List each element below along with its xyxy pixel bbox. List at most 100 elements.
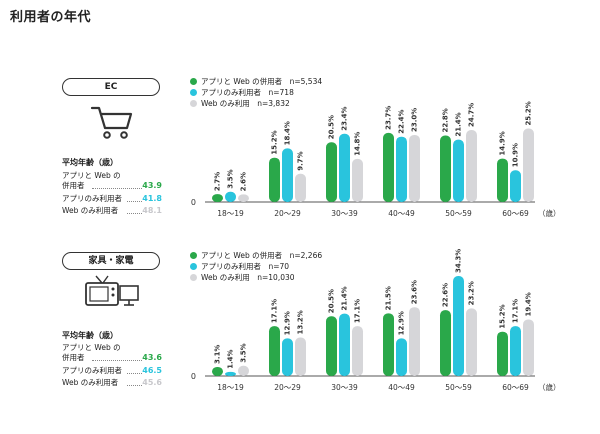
avg-age-label-2: 併用者	[62, 353, 85, 362]
category-label: 家具・家電	[62, 252, 160, 270]
bar	[212, 366, 223, 376]
bar	[497, 158, 508, 202]
legend-swatch	[190, 274, 197, 281]
data-label: 34.3%	[455, 249, 463, 273]
bar	[396, 136, 407, 202]
avg-age-value: 43.9	[142, 181, 162, 190]
bar	[409, 134, 420, 202]
television-icon	[85, 275, 139, 306]
data-label: 2.7%	[214, 172, 222, 191]
bar	[466, 308, 477, 376]
legend-label: アプリと Web の併用者 n=2,266	[201, 251, 323, 260]
avg-age-value: 46.5	[142, 366, 162, 375]
legend-swatch	[190, 263, 197, 270]
x-tick-label: 30〜39	[331, 209, 358, 218]
bar	[238, 365, 249, 376]
avg-age-value: 48.1	[142, 206, 162, 215]
data-label: 2.6%	[240, 172, 248, 191]
avg-age-row: アプリのみ利用者 41.8	[62, 194, 162, 204]
bar	[466, 130, 477, 202]
x-tick-label: 40〜49	[388, 209, 415, 218]
data-label: 21.4%	[341, 286, 349, 310]
data-label: 22.6%	[442, 283, 450, 307]
x-tick-label: 60〜69	[502, 209, 529, 218]
avg-age-label: アプリのみ利用者	[62, 366, 122, 375]
bar	[212, 194, 223, 202]
avg-age-label-2: 併用者	[62, 181, 85, 190]
y-zero-label: 0	[191, 198, 196, 207]
data-label: 12.9%	[398, 311, 406, 335]
legend-item: Web のみ利用 n=3,832	[190, 98, 322, 109]
data-label: 10.9%	[512, 143, 520, 167]
legend-label: アプリと Web の併用者 n=5,534	[201, 77, 323, 86]
data-label: 21.4%	[455, 112, 463, 136]
data-label: 1.4%	[227, 349, 235, 368]
avg-age-row: アプリと Web の 併用者 43.6	[62, 343, 162, 363]
avg-age-title: 平均年齢（歳）	[62, 331, 118, 340]
legend-item: アプリのみ利用者 n=70	[190, 261, 322, 272]
bar	[523, 128, 534, 202]
furniture-appliances-panel: 家具・家電 平均年齢（歳） アプリと Web の 併用者 43.6 アプリのみ利…	[0, 244, 600, 434]
data-label: 14.8%	[354, 132, 362, 156]
bar	[440, 310, 451, 376]
page-title: 利用者の年代	[10, 10, 92, 25]
legend-label: Web のみ利用 n=3,832	[201, 99, 290, 108]
legend-swatch	[190, 100, 197, 107]
bar	[352, 158, 363, 202]
bar	[453, 276, 464, 376]
bar	[295, 337, 306, 376]
avg-age-label: Web のみ利用者	[62, 206, 119, 215]
category-label: EC	[62, 78, 160, 96]
data-label: 9.7%	[297, 151, 305, 170]
data-label: 14.9%	[499, 131, 507, 155]
data-label: 3.5%	[240, 343, 248, 362]
legend-item: アプリのみ利用者 n=718	[190, 87, 322, 98]
avg-age-value: 41.8	[142, 194, 162, 203]
data-label: 13.2%	[297, 310, 305, 334]
bar	[510, 326, 521, 376]
bar	[409, 307, 420, 376]
data-label: 23.0%	[411, 108, 419, 132]
data-label: 17.1%	[354, 299, 362, 323]
data-label: 17.1%	[512, 299, 520, 323]
data-label: 22.8%	[442, 108, 450, 132]
x-tick-label: 50〜59	[445, 209, 472, 218]
data-label: 21.5%	[385, 286, 393, 310]
legend-item: Web のみ利用 n=10,030	[190, 272, 322, 283]
x-tick-label: 18〜19	[217, 383, 244, 392]
avg-age-label: Web のみ利用者	[62, 378, 119, 387]
avg-age-row: Web のみ利用者 48.1	[62, 206, 162, 216]
avg-age-row: Web のみ利用者 45.6	[62, 378, 162, 388]
bar	[383, 132, 394, 202]
legend-swatch	[190, 89, 197, 96]
x-tick-label: 20〜29	[274, 383, 301, 392]
bar	[326, 142, 337, 202]
legend-label: Web のみ利用 n=10,030	[201, 273, 295, 282]
avg-age-label: アプリと Web の	[62, 343, 121, 352]
legend: アプリと Web の併用者 n=5,534 アプリのみ利用者 n=718 Web…	[190, 76, 322, 109]
bar	[269, 157, 280, 202]
data-label: 25.2%	[525, 101, 533, 125]
data-label: 3.1%	[214, 345, 222, 364]
avg-age-label: アプリと Web の	[62, 171, 121, 180]
data-label: 12.9%	[284, 311, 292, 335]
legend-item: アプリと Web の併用者 n=2,266	[190, 250, 322, 261]
bar	[396, 338, 407, 376]
bar	[225, 191, 236, 202]
data-label: 23.4%	[341, 107, 349, 131]
data-label: 18.4%	[284, 121, 292, 145]
bar	[383, 313, 394, 376]
y-zero-label: 0	[191, 372, 196, 381]
data-label: 24.7%	[468, 103, 476, 127]
x-tick-label: 40〜49	[388, 383, 415, 392]
data-label: 23.2%	[468, 281, 476, 305]
legend: アプリと Web の併用者 n=2,266 アプリのみ利用者 n=70 Web …	[190, 250, 322, 283]
data-label: 23.7%	[385, 106, 393, 130]
bar	[225, 371, 236, 376]
avg-age-title: 平均年齢（歳）	[62, 158, 118, 167]
bar	[497, 331, 508, 376]
data-label: 19.4%	[525, 292, 533, 316]
avg-age-row: アプリのみ利用者 46.5	[62, 366, 162, 376]
data-label: 20.5%	[328, 289, 336, 313]
x-unit-label: （歳）	[538, 208, 561, 218]
